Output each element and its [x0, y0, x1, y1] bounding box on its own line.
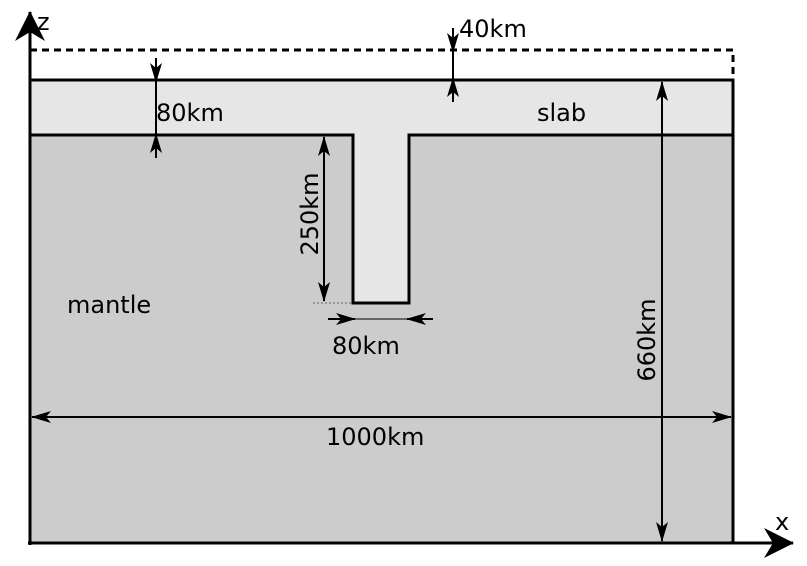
- domain-width-label: 1000km: [326, 423, 424, 451]
- slab-depth-label: 250km: [296, 172, 324, 255]
- slab-label: slab: [537, 99, 586, 127]
- domain-depth-label: 660km: [633, 298, 661, 381]
- free-surface-dashed-boundary: [30, 48, 735, 80]
- slab-width-label: 80km: [332, 332, 400, 360]
- x-axis-label: x: [775, 508, 789, 536]
- slab-thickness-label: 80km: [156, 99, 224, 127]
- mantle-label: mantle: [67, 291, 151, 319]
- free-surface-gap-label: 40km: [459, 15, 527, 43]
- z-axis-label: z: [37, 8, 50, 36]
